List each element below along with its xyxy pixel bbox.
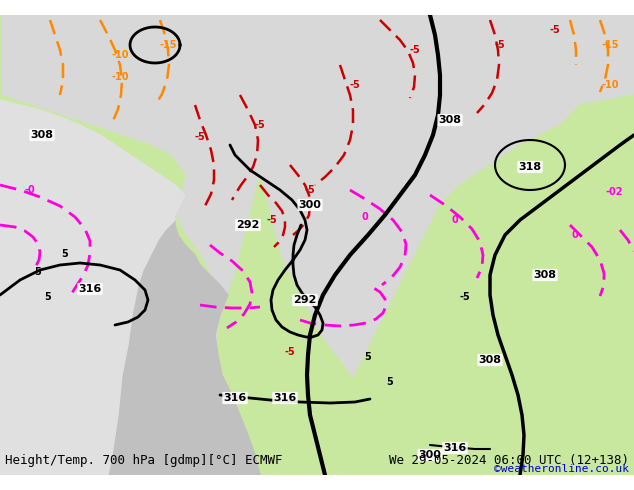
Text: -10: -10 — [111, 50, 129, 60]
Text: 5: 5 — [61, 249, 68, 259]
Text: 300: 300 — [299, 200, 321, 210]
Text: -5: -5 — [255, 120, 266, 130]
Text: -5: -5 — [267, 215, 278, 225]
Text: 300: 300 — [418, 450, 441, 460]
Text: 5: 5 — [365, 352, 372, 362]
Text: 0: 0 — [572, 230, 578, 240]
Text: 316: 316 — [273, 393, 297, 403]
Text: 292: 292 — [236, 220, 260, 230]
Text: -5: -5 — [495, 40, 505, 50]
Text: 316: 316 — [79, 284, 101, 294]
Text: -15: -15 — [159, 40, 177, 50]
Text: 0: 0 — [451, 215, 458, 225]
Text: -15: -15 — [601, 40, 619, 50]
Text: 5: 5 — [35, 267, 41, 277]
Polygon shape — [0, 100, 185, 475]
Text: 308: 308 — [30, 130, 53, 140]
Polygon shape — [215, 175, 400, 475]
Text: 318: 318 — [519, 162, 541, 172]
Text: -0: -0 — [25, 185, 36, 195]
Text: 308: 308 — [479, 355, 501, 365]
Text: 316: 316 — [223, 393, 247, 403]
Polygon shape — [0, 15, 260, 475]
Polygon shape — [310, 95, 634, 475]
Text: -5: -5 — [195, 132, 205, 142]
Text: 316: 316 — [443, 443, 467, 453]
Text: 5: 5 — [387, 377, 393, 387]
Text: -5: -5 — [304, 185, 315, 195]
Text: Height/Temp. 700 hPa [gdmp][°C] ECMWF: Height/Temp. 700 hPa [gdmp][°C] ECMWF — [5, 454, 283, 467]
Text: 308: 308 — [533, 270, 557, 280]
Text: -5: -5 — [285, 347, 295, 357]
Text: -5: -5 — [550, 25, 560, 35]
Text: -5: -5 — [349, 80, 360, 90]
Text: ©weatheronline.co.uk: ©weatheronline.co.uk — [494, 464, 629, 474]
Text: -5: -5 — [460, 292, 470, 302]
Text: 308: 308 — [439, 115, 462, 125]
Text: -10: -10 — [111, 72, 129, 82]
Text: 292: 292 — [294, 295, 317, 305]
Text: -10: -10 — [601, 80, 619, 90]
Text: 0: 0 — [361, 212, 368, 222]
Text: -02: -02 — [605, 187, 623, 197]
Text: We 29-05-2024 06:00 UTC (12+138): We 29-05-2024 06:00 UTC (12+138) — [389, 454, 629, 467]
Text: 5: 5 — [44, 292, 51, 302]
Text: -5: -5 — [410, 45, 420, 55]
Polygon shape — [108, 215, 260, 475]
